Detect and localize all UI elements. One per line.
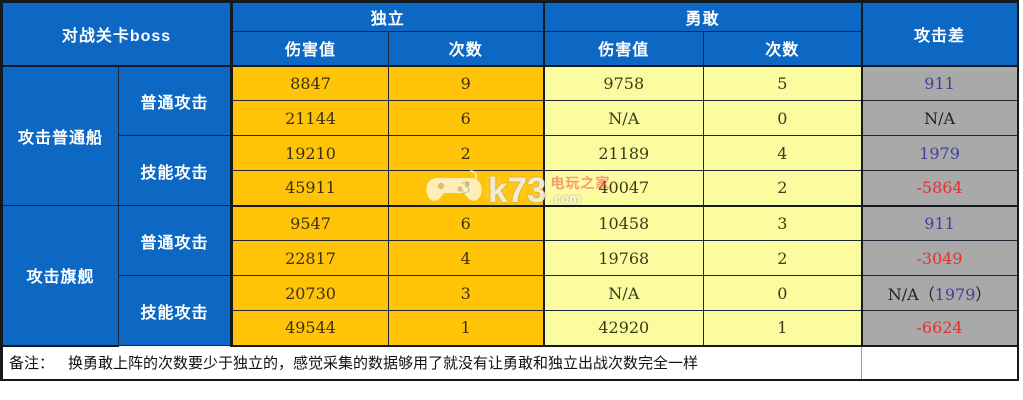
table-row: 21144 6 N/A 0 N/A <box>2 100 1019 136</box>
cell-attack-diff: 911 <box>860 65 1019 101</box>
diff-value: -6624 <box>916 318 963 338</box>
cell-brave-count: 1 <box>703 310 863 347</box>
cell-brave-damage: 21189 <box>542 135 705 171</box>
row-group-label-flagship: 攻击旗舰 <box>1 205 119 347</box>
table-row: 攻击旗舰 普通攻击 9547 6 10458 3 911 <box>1 205 1019 347</box>
cell-brave-count: 3 <box>703 205 863 241</box>
attack-type-label-normal: 普通攻击 <box>117 205 233 276</box>
boss-damage-table: 对战关卡boss 独立 勇敢 攻击差 伤害值 次数 伤害值 次数 攻击普通船 普… <box>0 0 1019 381</box>
cell-brave-damage: 19768 <box>542 240 705 276</box>
cell-attack-diff: 911 <box>860 205 1019 241</box>
diff-prefix: N/A（ <box>887 285 935 304</box>
table-row: 22817 4 19768 2 -3049 <box>2 240 1019 276</box>
note-label: 备注： <box>9 355 55 372</box>
cell-independent-count: 1 <box>388 310 545 347</box>
header-independent-damage: 伤害值 <box>230 31 390 67</box>
cell-independent-damage: 49544 <box>230 310 390 347</box>
cell-independent-count: 3 <box>388 170 545 207</box>
header-group-brave: 勇敢 <box>542 1 863 32</box>
cell-independent-damage: 8847 <box>230 65 390 101</box>
cell-independent-damage: 22817 <box>230 240 390 276</box>
attack-type-label-skill: 技能攻击 <box>117 275 233 346</box>
cell-attack-diff: 1979 <box>860 135 1019 171</box>
diff-value: N/A <box>924 108 956 128</box>
cell-independent-damage: 21144 <box>230 100 390 136</box>
cell-brave-damage: N/A <box>542 100 705 136</box>
cell-brave-damage: 10458 <box>542 205 705 241</box>
cell-independent-count: 4 <box>388 240 545 276</box>
cell-attack-diff: -5864 <box>860 170 1019 207</box>
header-boss: 对战关卡boss <box>0 1 233 67</box>
cell-independent-count: 6 <box>388 205 545 241</box>
cell-independent-damage: 20730 <box>230 275 390 311</box>
attack-type-label-normal: 普通攻击 <box>117 65 233 136</box>
cell-brave-damage: N/A <box>542 275 705 311</box>
cell-attack-diff: N/A <box>860 100 1019 136</box>
row-group-label-normal-ship: 攻击普通船 <box>1 65 119 206</box>
cell-brave-damage: 42920 <box>542 310 705 347</box>
table-row: 攻击普通船 普通攻击 8847 9 9758 5 911 <box>1 65 1019 206</box>
cell-brave-count: 0 <box>703 100 863 136</box>
note-cell: 备注： 换勇敢上阵的次数要少于独立的，感觉采集的数据够用了就没有让勇敢和独立出战次… <box>1 345 862 381</box>
note-text: 换勇敢上阵的次数要少于独立的，感觉采集的数据够用了就没有让勇敢和独立出战次数完全… <box>68 355 699 372</box>
cell-brave-count: 2 <box>703 240 863 276</box>
cell-brave-count: 5 <box>703 65 863 101</box>
diff-value: -3049 <box>916 248 963 268</box>
cell-attack-diff: -3049 <box>860 240 1019 276</box>
cell-brave-count: 0 <box>703 275 863 311</box>
header-brave-count: 次数 <box>703 31 863 67</box>
note-empty-cell <box>861 345 1018 381</box>
table-row: 技能攻击 19210 2 21189 4 1979 <box>2 135 1019 206</box>
cell-brave-damage: 40047 <box>542 170 705 207</box>
diff-value: 1979 <box>919 143 960 163</box>
diff-value: -5864 <box>916 178 963 198</box>
table-row: 45911 3 40047 2 -5864 <box>2 170 1019 207</box>
diff-value: 911 <box>924 213 955 233</box>
cell-independent-damage: 9547 <box>230 205 390 241</box>
cell-brave-count: 4 <box>703 135 863 171</box>
cell-brave-damage: 9758 <box>542 65 705 101</box>
cell-brave-count: 2 <box>703 170 863 207</box>
attack-type-label-skill: 技能攻击 <box>117 135 233 206</box>
header-brave-damage: 伤害值 <box>542 31 705 67</box>
cell-independent-damage: 45911 <box>230 170 390 207</box>
cell-independent-damage: 19210 <box>230 135 390 171</box>
cell-independent-count: 6 <box>388 100 545 136</box>
cell-independent-count: 3 <box>388 275 545 311</box>
diff-value: 1979 <box>934 285 976 304</box>
note-row: 备注： 换勇敢上阵的次数要少于独立的，感觉采集的数据够用了就没有让勇敢和独立出战次… <box>1 345 1018 381</box>
cell-independent-count: 2 <box>388 135 545 171</box>
header-attack-diff: 攻击差 <box>860 1 1019 67</box>
header-group-independent: 独立 <box>230 1 545 32</box>
cell-attack-diff: N/A（1979） <box>860 275 1019 311</box>
table-row: 49544 1 42920 1 -6624 <box>2 310 1019 347</box>
cell-attack-diff: -6624 <box>860 310 1019 347</box>
cell-independent-count: 9 <box>388 65 545 101</box>
header-independent-count: 次数 <box>388 31 545 67</box>
diff-value: 911 <box>924 73 955 93</box>
diff-suffix: ） <box>975 285 992 304</box>
table-row: 技能攻击 20730 3 N/A 0 N/A（1979） <box>2 275 1019 346</box>
